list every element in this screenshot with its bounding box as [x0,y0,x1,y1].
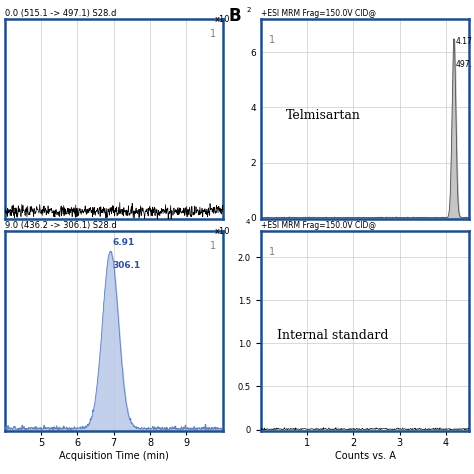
Text: 4.17: 4.17 [456,37,473,46]
Text: 1: 1 [269,247,275,257]
X-axis label: Acquisition Time (min): Acquisition Time (min) [59,451,169,461]
Text: 9.0 (436.2 -> 306.1) S28.d: 9.0 (436.2 -> 306.1) S28.d [5,221,117,230]
Text: B: B [228,7,241,25]
Text: 2: 2 [246,7,250,13]
Text: Telmisartan: Telmisartan [286,109,361,121]
Text: 6.91: 6.91 [113,238,135,247]
Text: x10: x10 [215,227,230,236]
Text: Internal standard: Internal standard [277,329,389,342]
Text: 306.1: 306.1 [113,261,141,270]
X-axis label: Counts vs. A: Counts vs. A [335,451,395,461]
Text: +ESI MRM Frag=150.0V CID@: +ESI MRM Frag=150.0V CID@ [261,221,376,230]
Text: 497.: 497. [456,60,473,69]
Text: 1: 1 [210,29,216,39]
Text: 1: 1 [269,35,275,45]
Text: x10: x10 [215,15,230,24]
Text: +ESI MRM Frag=150.0V CID@: +ESI MRM Frag=150.0V CID@ [261,9,376,18]
Text: 0.0 (515.1 -> 497.1) S28.d: 0.0 (515.1 -> 497.1) S28.d [5,9,116,18]
Text: 1: 1 [210,241,216,251]
Text: 4: 4 [246,219,250,225]
